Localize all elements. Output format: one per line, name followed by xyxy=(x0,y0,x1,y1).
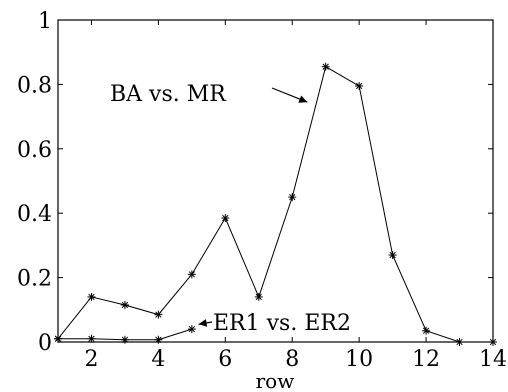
annotation-label: BA vs. MR xyxy=(110,82,227,107)
x-tick-label: 6 xyxy=(218,347,232,372)
annotation-label: ER1 vs. ER2 xyxy=(213,311,351,336)
x-tick-label: 8 xyxy=(285,347,299,372)
data-point xyxy=(388,251,397,260)
series-2 xyxy=(54,325,196,344)
y-tick-label: 0.2 xyxy=(17,267,52,292)
data-point xyxy=(87,334,96,343)
data-point xyxy=(87,292,96,301)
annotations: BA vs. MR ER1 vs. ER2 xyxy=(110,82,351,336)
data-point xyxy=(154,335,163,344)
tick-labels: 2 4 6 8 10 12 14 0 0.2 0.4 0.6 0.8 1 xyxy=(17,9,507,372)
data-point xyxy=(120,335,129,344)
data-point xyxy=(187,325,196,334)
annotation: ER1 vs. ER2 xyxy=(198,311,351,336)
y-tick-label: 0.6 xyxy=(17,138,52,163)
x-tick-label: 14 xyxy=(479,347,507,372)
y-tick-label: 0 xyxy=(38,331,52,356)
data-point xyxy=(254,292,263,301)
data-point xyxy=(221,214,230,223)
y-tick-label: 0.8 xyxy=(17,73,52,98)
y-tick-label: 0.4 xyxy=(17,202,52,227)
series-line xyxy=(57,65,493,343)
x-tick-label: 12 xyxy=(412,347,440,372)
x-tick-label: 4 xyxy=(151,347,165,372)
annotation: BA vs. MR xyxy=(110,82,308,107)
data-point xyxy=(422,326,431,335)
data-point xyxy=(355,82,364,91)
data-point xyxy=(120,300,129,309)
arrow-head xyxy=(298,95,308,103)
data-point xyxy=(54,334,62,343)
data-point xyxy=(288,193,297,202)
axis-ticks xyxy=(58,19,494,343)
x-axis-title: row xyxy=(256,369,295,392)
x-tick-label: 2 xyxy=(84,347,98,372)
data-point xyxy=(321,62,330,71)
data-point xyxy=(154,310,163,319)
x-tick-label: 10 xyxy=(345,347,373,372)
plot-frame xyxy=(57,19,494,343)
arrow-head xyxy=(198,319,208,327)
y-tick-label: 1 xyxy=(38,9,52,34)
data-point xyxy=(489,338,497,346)
series-layer xyxy=(54,62,497,346)
data-point xyxy=(455,338,464,346)
data-point xyxy=(187,270,196,279)
